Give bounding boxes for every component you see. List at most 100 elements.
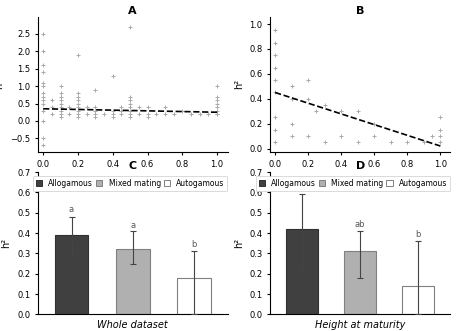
Point [39,97,47,103]
X-axis label: Height at maturity: Height at maturity [315,320,405,330]
Point [39,83,47,89]
Point [337,109,345,114]
X-axis label: Selfing rate: Selfing rate [332,174,389,184]
Point [321,140,328,145]
Point [271,65,279,70]
Point [135,111,143,117]
Point [83,111,91,117]
Point [420,140,428,145]
Point [437,115,444,120]
Bar [344,252,376,314]
Point [371,121,378,126]
Point [57,97,64,103]
Point [74,104,82,110]
Point [271,27,279,33]
Point [144,104,151,110]
Point [196,111,203,117]
Point [39,94,47,99]
Point [271,53,279,58]
Point [39,49,47,54]
Point [57,104,64,110]
X-axis label: Selfing rate: Selfing rate [104,174,161,184]
Point [109,108,117,113]
Point [205,111,212,117]
Point [213,94,221,99]
Point [39,108,47,113]
Title: A: A [128,6,137,16]
Point [428,133,436,139]
Text: a: a [69,205,74,214]
Point [288,84,295,89]
Point [91,115,99,120]
Title: D: D [356,161,365,171]
X-axis label: Whole dataset: Whole dataset [97,320,168,330]
Point [437,140,444,145]
Point [118,104,125,110]
Point [57,108,64,113]
Point [74,52,82,58]
Point [126,115,134,120]
Point [161,111,169,117]
Point [288,133,295,139]
Bar [286,229,318,314]
Point [288,96,295,101]
Point [126,104,134,110]
Point [57,90,64,96]
Point [271,77,279,83]
Point [153,111,160,117]
Point [271,115,279,120]
Text: ab: ab [355,220,365,229]
Point [213,83,221,89]
Point [74,111,82,117]
Point [213,111,221,117]
Point [74,101,82,106]
Legend: Allogamous, Mixed mating, Autogamous: Allogamous, Mixed mating, Autogamous [255,176,450,191]
Point [403,140,411,145]
Point [144,115,151,120]
Point [304,77,312,83]
Point [39,31,47,37]
Point [288,121,295,126]
Point [187,111,195,117]
Point [74,108,82,113]
Point [271,40,279,45]
Point [354,109,362,114]
Y-axis label: h²: h² [234,79,244,89]
Point [144,111,151,117]
Point [39,70,47,75]
Point [213,108,221,113]
Bar [402,286,434,314]
Point [48,97,55,103]
Y-axis label: h²: h² [234,238,244,248]
Title: B: B [356,6,365,16]
Bar [177,278,211,314]
Point [437,133,444,139]
Text: a: a [300,183,305,192]
Y-axis label: h²: h² [0,79,5,89]
Point [313,109,320,114]
Point [57,115,64,120]
Bar [55,235,88,314]
Point [271,90,279,95]
Point [161,104,169,110]
Point [39,90,47,96]
Point [74,90,82,96]
Y-axis label: h²: h² [1,238,11,248]
Point [213,104,221,110]
Point [213,97,221,103]
Point [39,136,47,141]
Point [57,94,64,99]
Point [74,97,82,103]
Point [39,63,47,68]
Point [65,111,73,117]
Point [57,101,64,106]
Point [39,101,47,106]
Point [109,111,117,117]
Point [91,87,99,92]
Point [39,118,47,123]
Point [126,101,134,106]
Point [304,133,312,139]
Text: b: b [416,230,421,239]
Point [179,108,186,113]
Point [118,108,125,113]
